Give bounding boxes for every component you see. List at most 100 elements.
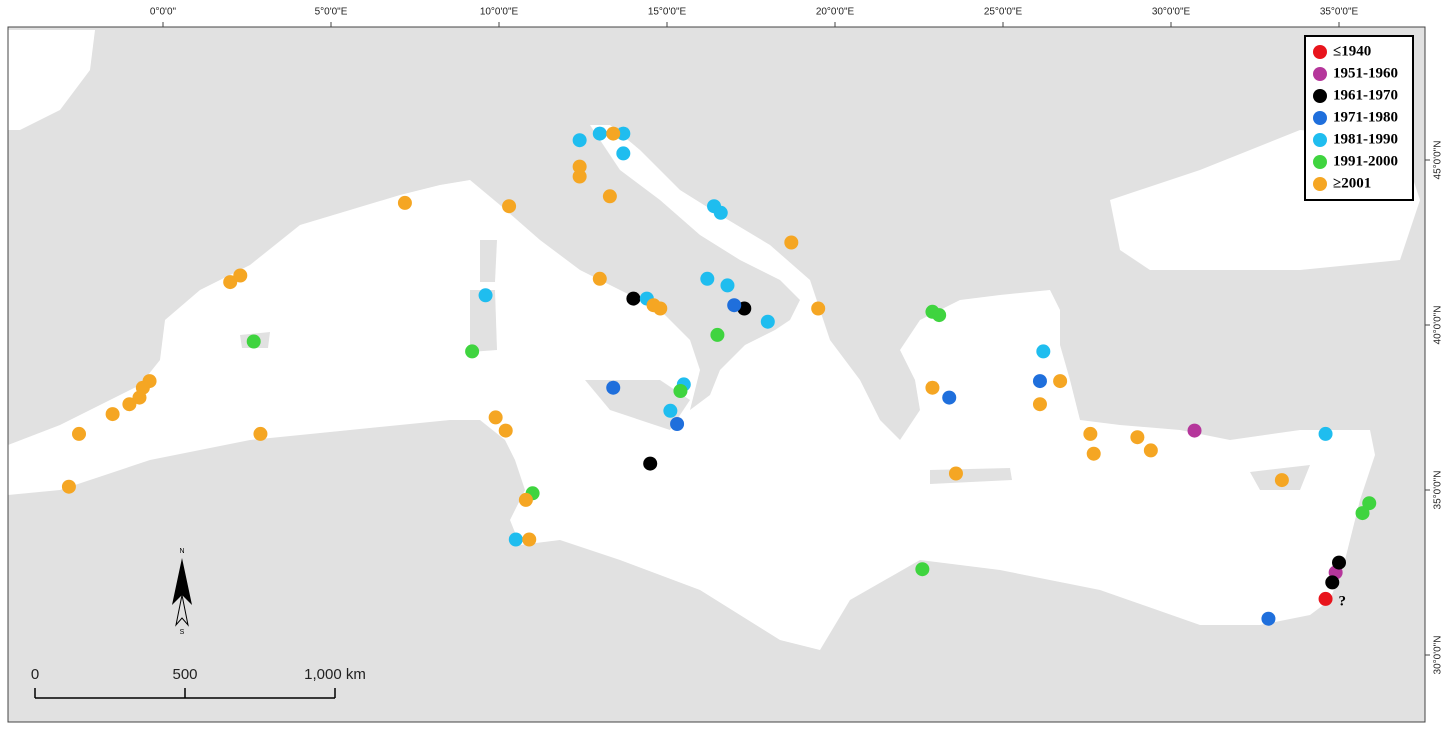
occurrence-point — [1318, 426, 1333, 441]
occurrence-point — [784, 235, 799, 250]
map-frame — [7, 26, 1426, 723]
occurrence-point — [1083, 426, 1098, 441]
occurrence-point — [932, 308, 947, 323]
occurrence-point — [626, 291, 641, 306]
legend-swatch — [1313, 133, 1327, 147]
lon-tick-label: 10°0'0"E — [480, 7, 519, 18]
north-label: N — [179, 548, 184, 555]
legend-label: ≥2001 — [1333, 175, 1371, 191]
legend-label: 1981-1990 — [1333, 131, 1398, 147]
scale-label: 500 — [172, 666, 197, 683]
occurrence-point — [616, 126, 631, 141]
occurrence-point — [132, 390, 147, 405]
occurrence-point — [760, 314, 775, 329]
occurrence-point — [572, 159, 587, 174]
occurrence-point — [223, 275, 238, 290]
occurrence-point — [948, 466, 963, 481]
legend-swatch — [1313, 177, 1327, 191]
scale-label: 1,000 km — [304, 666, 366, 683]
occurrence-point — [643, 456, 658, 471]
lat-tick-label: 45°0'0"N — [1433, 141, 1444, 180]
scale-label: 0 — [31, 666, 39, 683]
lon-tick-label: 5°0'0"E — [315, 7, 348, 18]
occurrence-point — [122, 397, 137, 412]
lon-tick-label: 35°0'0"E — [1320, 7, 1359, 18]
lon-tick-label: 0°0'0" — [150, 7, 177, 18]
occurrence-point — [616, 146, 631, 161]
occurrence-point — [1332, 555, 1346, 570]
annotation: ? — [1339, 593, 1347, 609]
occurrence-point — [606, 380, 621, 395]
occurrence-point — [498, 423, 513, 438]
occurrence-point — [488, 410, 503, 425]
occurrence-point — [700, 271, 715, 286]
occurrence-point — [1355, 506, 1370, 521]
occurrence-point — [1362, 496, 1377, 511]
occurrence-point — [720, 278, 735, 293]
lon-tick-label: 15°0'0"E — [648, 7, 687, 18]
occurrence-point — [572, 169, 587, 184]
occurrence-point — [606, 126, 621, 141]
occurrence-point — [592, 126, 607, 141]
occurrence-point — [572, 133, 587, 148]
occurrence-point — [915, 562, 930, 577]
occurrence-point — [508, 532, 523, 547]
occurrence-point — [1318, 591, 1333, 606]
occurrence-point — [502, 199, 517, 214]
occurrence-point — [465, 344, 480, 359]
occurrence-point — [233, 268, 248, 283]
occurrence-point — [105, 407, 120, 422]
legend-label: 1961-1970 — [1333, 87, 1398, 103]
occurrence-point — [942, 390, 957, 405]
occurrence-point — [1143, 443, 1158, 458]
occurrence-point — [72, 426, 86, 441]
occurrence-point — [1086, 446, 1101, 461]
occurrence-point — [1032, 374, 1047, 389]
occurrence-point — [397, 195, 412, 210]
occurrence-point — [925, 380, 940, 395]
south-arrow-shape — [175, 594, 189, 627]
lon-tick-label: 20°0'0"E — [816, 7, 855, 18]
occurrence-point — [522, 532, 537, 547]
occurrence-point — [727, 298, 742, 313]
occurrence-point — [811, 301, 826, 316]
north-arrow — [172, 558, 192, 627]
occurrence-point — [592, 271, 607, 286]
occurrence-point — [253, 426, 268, 441]
occurrence-point — [246, 334, 261, 349]
legend-swatch — [1313, 67, 1327, 81]
occurrence-point — [713, 205, 728, 220]
legend-label: 1951-1960 — [1333, 65, 1398, 81]
legend-swatch — [1313, 45, 1327, 59]
north-arrow-shape — [172, 558, 192, 605]
occurrence-point — [673, 384, 688, 398]
occurrence-point — [710, 327, 725, 342]
lat-tick-label: 30°0'0"N — [1433, 636, 1444, 675]
lat-tick-label: 35°0'0"N — [1433, 471, 1444, 510]
legend-label: ≤1940 — [1333, 43, 1371, 59]
occurrence-point — [1032, 397, 1047, 412]
occurrence-point — [1261, 611, 1276, 626]
occurrence-point — [1325, 575, 1340, 590]
occurrence-point — [1187, 423, 1202, 438]
occurrence-point — [478, 288, 493, 303]
occurrence-point — [61, 479, 76, 494]
legend-swatch — [1313, 155, 1327, 169]
occurrence-point — [1053, 374, 1068, 389]
occurrence-point — [1130, 430, 1145, 445]
legend-swatch — [1313, 89, 1327, 103]
occurrence-point — [1274, 473, 1289, 488]
south-label: S — [180, 629, 185, 636]
legend-label: 1991-2000 — [1333, 153, 1398, 169]
occurrence-point — [653, 301, 668, 316]
occurrence-point — [1036, 344, 1051, 359]
lon-tick-label: 30°0'0"E — [1152, 7, 1191, 18]
lat-tick-label: 40°0'0"N — [1433, 306, 1444, 345]
occurrence-point — [670, 417, 685, 431]
occurrence-point — [663, 403, 678, 418]
occurrence-point — [518, 492, 533, 507]
legend-label: 1971-1980 — [1333, 109, 1398, 125]
occurrence-point — [602, 189, 617, 204]
lon-tick-label: 25°0'0"E — [984, 7, 1023, 18]
